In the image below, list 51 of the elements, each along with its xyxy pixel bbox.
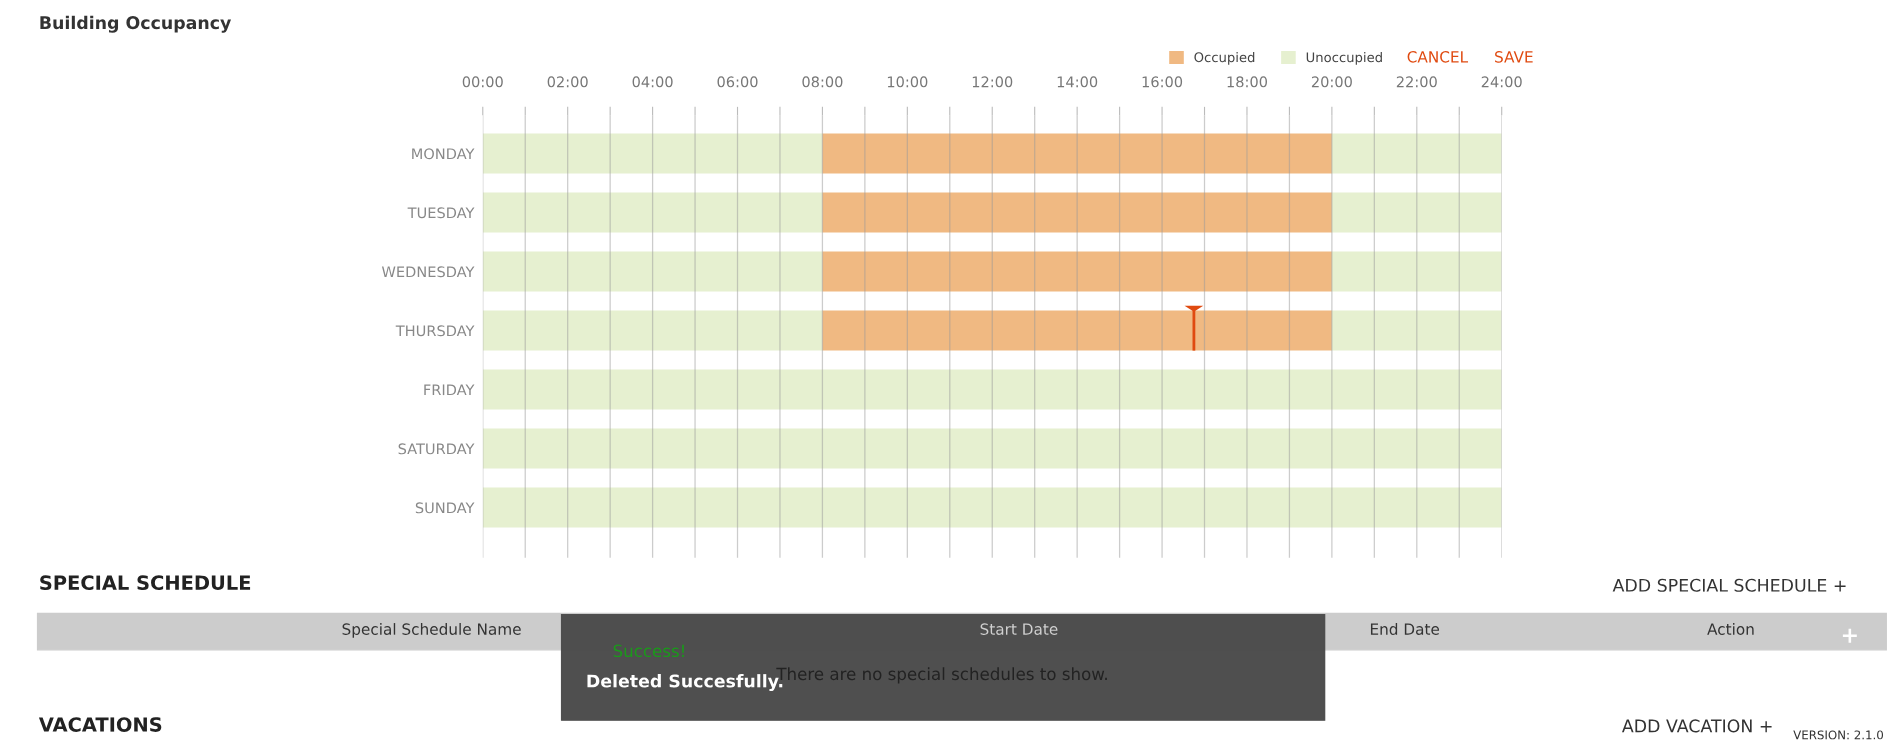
bar	[822, 133, 1332, 174]
legend-label: Occupied	[1194, 52, 1255, 65]
y-tick-label: FRIDAY	[424, 384, 475, 396]
x-tick-label: 02:00	[547, 76, 588, 88]
text: VACATIONS	[38, 717, 162, 732]
y-tick-label: MONDAY	[412, 148, 475, 160]
x-tick-label: 08:00	[802, 76, 843, 88]
y-tick-label: SUNDAY	[415, 502, 475, 514]
y-tick-label: SATURDAY	[398, 443, 475, 455]
bar	[1331, 133, 1502, 174]
text: Action	[1707, 623, 1754, 635]
bar	[822, 192, 1332, 233]
x-tick-label: 06:00	[717, 76, 758, 88]
x-tick-label: 22:00	[1396, 76, 1437, 88]
text: ADD VACATION +	[1621, 719, 1772, 733]
text: +	[1842, 628, 1857, 643]
x-tick-label: 00:00	[462, 76, 503, 88]
text: SAVE	[1495, 51, 1533, 63]
legend-label: Unoccupied	[1306, 52, 1382, 65]
bar	[1331, 251, 1502, 292]
bar	[482, 192, 823, 233]
x-tick-label: 24:00	[1481, 76, 1522, 88]
y-tick-label: WEDNESDAY	[381, 266, 475, 278]
bar	[1331, 310, 1502, 351]
bar	[822, 251, 1332, 292]
bar	[482, 251, 823, 292]
text: Start Date	[980, 623, 1058, 635]
bar	[822, 310, 1332, 351]
bar	[1331, 192, 1502, 233]
text: Building Occupancy	[40, 15, 232, 33]
x-tick-label: 14:00	[1057, 76, 1098, 88]
bar	[482, 487, 1502, 528]
text: ADD SPECIAL SCHEDULE +	[1612, 578, 1846, 592]
x-tick-label: 18:00	[1227, 76, 1268, 88]
y-tick-label: TUESDAY	[407, 207, 475, 219]
bar	[482, 310, 823, 351]
text: SPECIAL SCHEDULE	[40, 575, 251, 591]
bar	[482, 133, 823, 174]
x-tick-label: 12:00	[972, 76, 1013, 88]
text: Special Schedule Name	[342, 623, 521, 638]
text: End Date	[1370, 623, 1440, 635]
x-tick-label: 04:00	[632, 76, 673, 88]
text: CANCEL	[1407, 51, 1469, 63]
x-tick-label: 20:00	[1311, 76, 1352, 88]
text: Success!	[613, 644, 684, 658]
text: VERSION: 2.1.0	[1793, 730, 1884, 740]
bar	[482, 428, 1502, 469]
x-tick-label: 16:00	[1142, 76, 1183, 88]
x-tick-label: 10:00	[887, 76, 928, 88]
y-tick-label: THURSDAY	[395, 325, 475, 337]
bar	[482, 369, 1502, 410]
